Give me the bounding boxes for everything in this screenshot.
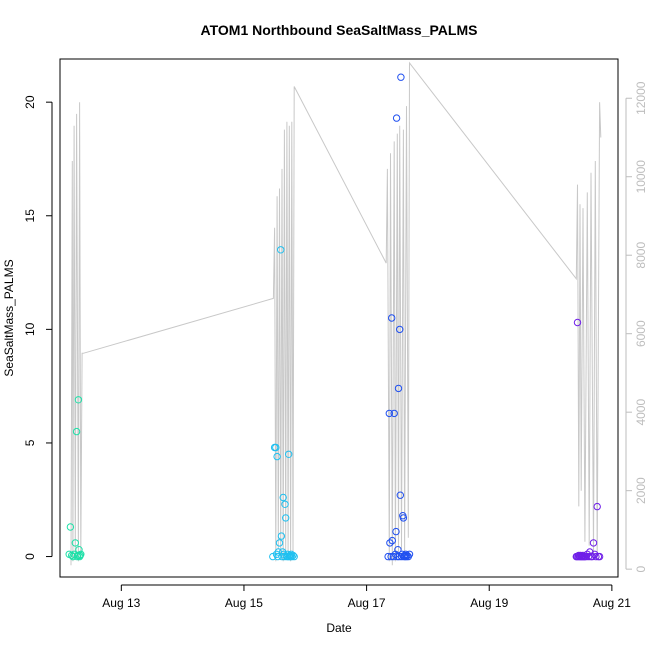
- data-point: [592, 552, 600, 561]
- y-axis-label: SeaSaltMass_PALMS: [2, 259, 16, 376]
- data-point: [399, 514, 408, 522]
- y2-tick-label: 4000: [634, 399, 648, 426]
- data-point: [396, 491, 404, 499]
- data-point: [595, 552, 604, 561]
- data-point: [394, 384, 403, 393]
- data-point: [396, 325, 404, 334]
- y2-tick-label: 8000: [634, 242, 648, 269]
- data-point: [390, 409, 398, 418]
- data-point: [269, 552, 277, 561]
- x-tick-label: Aug 15: [225, 596, 263, 610]
- data-point: [281, 500, 289, 508]
- y-tick-label: 15: [23, 209, 37, 223]
- plot-frame: [59, 58, 619, 578]
- y-tick-label: 20: [23, 95, 37, 109]
- data-point: [277, 532, 286, 540]
- altitude-line: [70, 61, 602, 566]
- x-tick-label: Aug 21: [593, 596, 631, 610]
- y2-tick-label: 2000: [634, 477, 648, 504]
- data-point: [584, 552, 593, 561]
- data-point: [279, 493, 287, 502]
- data-point: [282, 514, 290, 522]
- y-tick-label: 0: [23, 553, 37, 560]
- x-tick-label: Aug 13: [102, 596, 140, 610]
- y2-tick-label: 6000: [634, 320, 648, 347]
- data-point: [277, 246, 285, 254]
- data-point: [589, 539, 598, 547]
- data-point: [75, 546, 83, 554]
- data-point: [405, 550, 414, 558]
- data-point: [392, 527, 400, 536]
- y-tick-label: 5: [23, 439, 37, 446]
- data-point: [285, 450, 293, 458]
- data-point: [66, 523, 75, 531]
- plot-area: Aug 13 Aug 15 Aug 17 Aug 19 Aug 21 0 5 10 15 20 0 2…: [23, 58, 648, 610]
- data-point: [386, 539, 394, 547]
- x-axis-label: Date: [326, 621, 352, 635]
- y2-tick-label: 12000: [634, 81, 648, 115]
- data-point: [388, 536, 396, 545]
- data-point: [593, 502, 601, 511]
- data-point: [74, 396, 83, 404]
- data-point: [392, 114, 401, 122]
- data-point: [384, 552, 392, 561]
- y2-tick-label: 0: [634, 565, 648, 572]
- data-point: [388, 314, 396, 322]
- data-point: [394, 546, 402, 554]
- data-point: [385, 409, 393, 418]
- data-point: [288, 552, 296, 561]
- data-point: [272, 443, 280, 452]
- y-tick-label: 10: [23, 322, 37, 336]
- x-tick-label: Aug 17: [348, 596, 386, 610]
- chart-title: ATOM1 Northbound SeaSaltMass_PALMS: [201, 22, 478, 38]
- x-tick-label: Aug 19: [470, 596, 508, 610]
- data-point: [77, 550, 85, 558]
- data-point: [290, 552, 298, 561]
- data-point: [273, 452, 281, 461]
- data-point: [72, 427, 81, 436]
- data-point: [389, 552, 398, 561]
- y2-tick-label: 10000: [634, 160, 648, 194]
- data-point: [286, 551, 294, 560]
- data-point: [397, 73, 405, 81]
- data-point: [275, 539, 284, 547]
- data-point: [573, 318, 582, 327]
- data-point: [289, 551, 297, 560]
- data-point: [71, 539, 80, 547]
